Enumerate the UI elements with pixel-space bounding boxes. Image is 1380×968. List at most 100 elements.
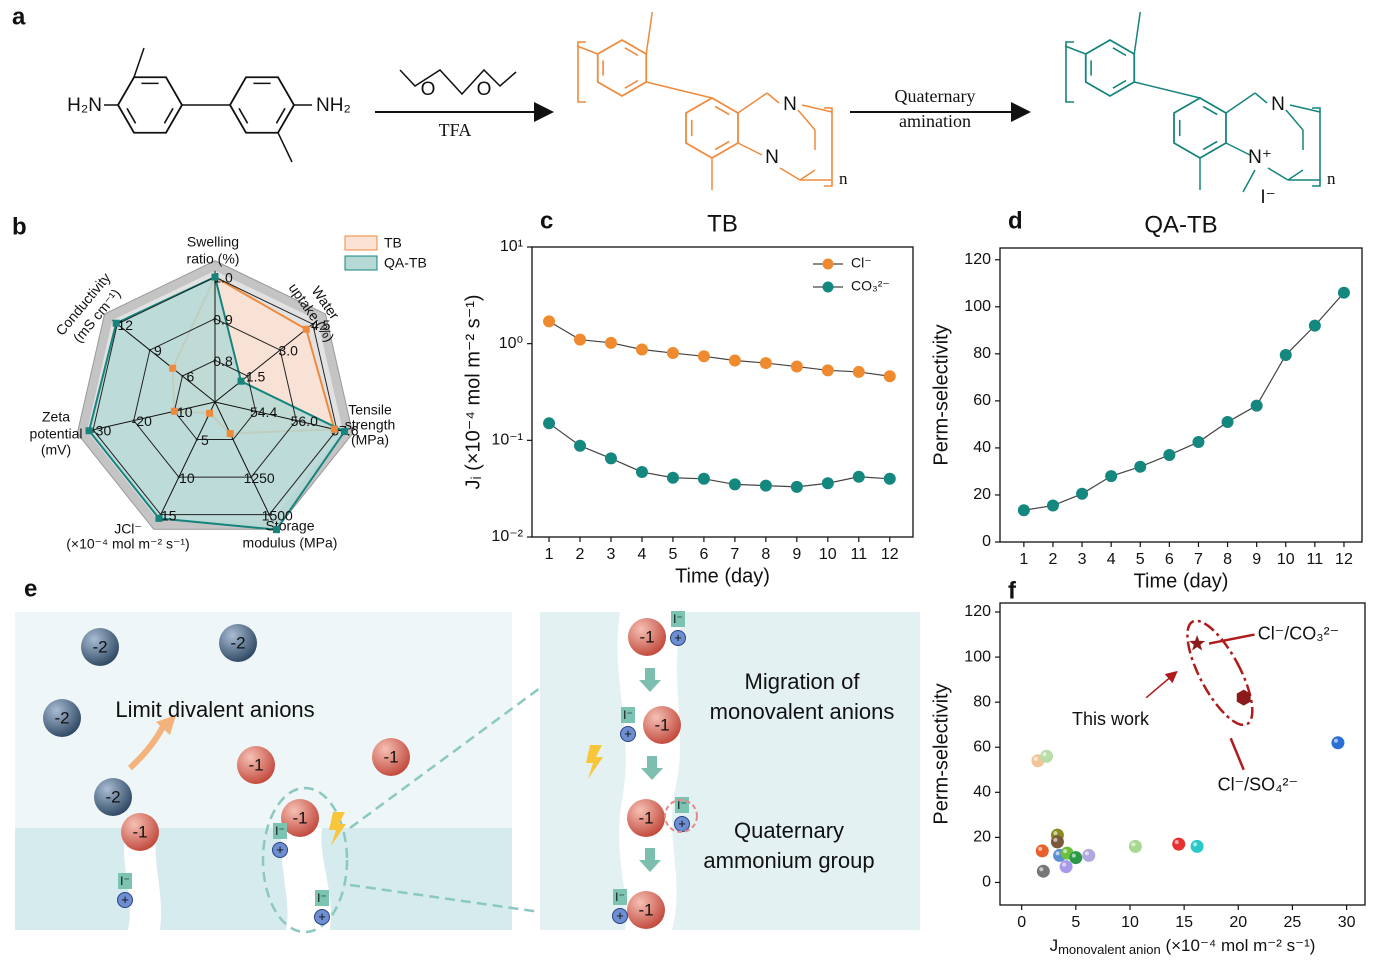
data-point <box>1128 839 1142 853</box>
ion <box>81 628 119 666</box>
stroke <box>1242 169 1256 193</box>
highlight <box>1131 842 1136 847</box>
radar-point <box>85 427 93 435</box>
tick-label: 10 <box>179 470 195 486</box>
atom: N <box>1271 94 1285 115</box>
stroke <box>1267 167 1289 181</box>
x-tick-label: 7 <box>1194 551 1203 568</box>
x-tick-label: 15 <box>1175 914 1193 931</box>
axis-label: JCl⁻ <box>114 521 142 537</box>
y-tick-label: 10⁻¹ <box>491 432 523 449</box>
tick-mark <box>132 419 135 422</box>
x-tick-label: 4 <box>1107 551 1116 568</box>
data-point <box>666 471 679 484</box>
counter-ion-label: I⁻ <box>275 824 285 838</box>
radar-spoke <box>214 319 318 403</box>
radar-point <box>226 430 234 438</box>
tick-mark <box>295 419 298 422</box>
counter-ion: I⁻ <box>1260 187 1275 208</box>
caption: ammonium group <box>703 848 874 873</box>
radar-spoke <box>214 401 273 521</box>
legend-label: CO₃²⁻ <box>851 278 890 294</box>
ring <box>1084 38 1136 98</box>
legend-swatch <box>344 235 378 251</box>
stroke <box>1285 109 1304 131</box>
atom: N <box>783 94 797 115</box>
stroke <box>737 92 768 114</box>
tick-label: 1500 <box>262 507 293 523</box>
stroke <box>779 167 801 181</box>
tick-label: 4.5 <box>311 317 331 333</box>
ion-charge: -1 <box>638 900 653 919</box>
y-tick-label: 10⁻² <box>491 528 523 545</box>
ion <box>121 813 159 851</box>
data-point <box>1105 470 1118 483</box>
stroke <box>801 104 833 113</box>
y-axis-label: Jᵢ (×10⁻⁴ mol m⁻² s⁻¹) <box>462 294 484 489</box>
ion-charge: -2 <box>105 787 120 806</box>
x-tick-label: 8 <box>1223 551 1232 568</box>
atom: O <box>477 79 492 100</box>
x-tick-label: 11 <box>1307 551 1324 568</box>
cation-site <box>674 816 690 832</box>
axis-label: potential <box>30 426 83 442</box>
tick-mark <box>278 348 282 352</box>
data-point <box>1134 460 1147 473</box>
cation-label: + <box>624 726 632 741</box>
panel-label: a <box>12 3 26 30</box>
ion <box>94 778 132 816</box>
x-tick-label: 7 <box>730 546 739 563</box>
counter-ion <box>315 890 329 906</box>
legend-label: QA-TB <box>384 255 427 271</box>
zoom-line <box>349 686 541 830</box>
highlight <box>1193 842 1198 847</box>
counter-ion <box>613 889 627 905</box>
plot-frame <box>999 602 1366 906</box>
y-tick-label: 0 <box>982 533 991 550</box>
ring <box>116 76 184 134</box>
stroke <box>576 45 599 55</box>
atom: N <box>765 147 779 168</box>
data-point <box>543 315 556 328</box>
counter-ion-label: I⁻ <box>623 708 633 722</box>
highlight <box>1055 851 1060 856</box>
ion-charge: -2 <box>92 637 107 656</box>
y-tick-label: 120 <box>964 251 991 268</box>
cation-site <box>620 726 636 742</box>
ion-charge: -1 <box>639 627 654 646</box>
data-point-star <box>1189 635 1206 651</box>
ion <box>627 799 665 837</box>
ion <box>627 891 665 929</box>
counter-ion <box>118 873 132 889</box>
y-tick-label: 10⁰ <box>499 335 523 352</box>
axis-label: modulus (MPa) <box>243 535 338 551</box>
ion <box>628 618 666 656</box>
x-tick-label: 12 <box>1335 551 1353 568</box>
bracket <box>1312 107 1321 187</box>
radar-point <box>211 273 219 281</box>
x-axis-label-part: monovalent anion <box>1058 942 1161 957</box>
stroke <box>133 47 145 78</box>
annotation: Cl⁻/SO₄²⁻ <box>1218 774 1298 794</box>
radar-point <box>206 409 214 417</box>
stroke <box>277 132 293 163</box>
data-line <box>548 320 890 377</box>
amine: H₂N <box>67 95 102 116</box>
data-point <box>697 472 710 485</box>
x-tick-label: 10 <box>819 546 837 563</box>
double-bond <box>163 107 174 124</box>
data-point <box>604 452 617 465</box>
panel-label: d <box>1008 207 1023 234</box>
data-point <box>1017 504 1030 517</box>
reagent: amination <box>899 111 971 131</box>
highlight <box>1063 849 1068 854</box>
data-point <box>728 478 741 491</box>
panel-label: e <box>24 575 37 602</box>
plot-frame <box>999 247 1363 543</box>
tick-label: 12 <box>117 317 133 333</box>
y-axis-label: Perm-selectivity <box>930 683 952 824</box>
axis-label: Zeta <box>42 409 70 425</box>
tick-label: 54.4 <box>250 404 277 420</box>
y-tick-label: 80 <box>973 693 991 710</box>
